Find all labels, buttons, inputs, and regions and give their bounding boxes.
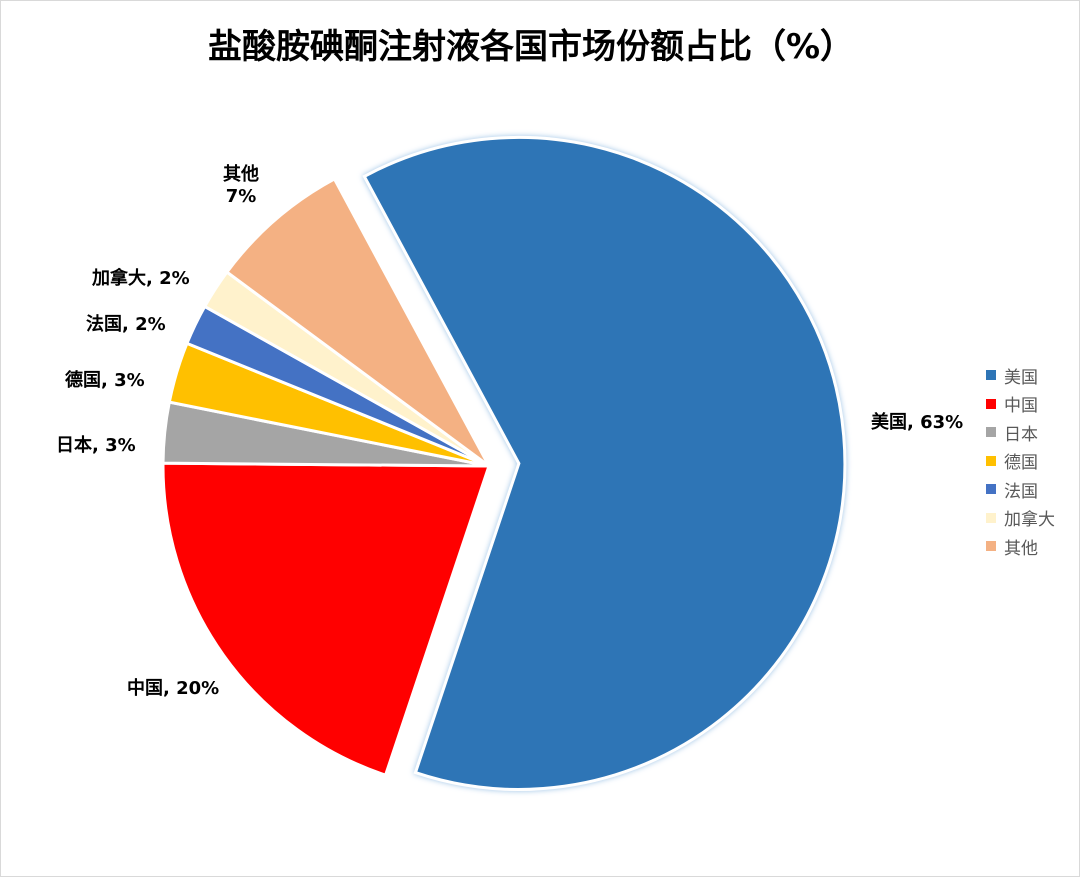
legend-item: 法国 xyxy=(986,475,1055,504)
legend-label: 加拿大 xyxy=(1004,510,1055,531)
data-label: 其他 7% xyxy=(223,164,259,207)
legend-item: 日本 xyxy=(986,418,1055,447)
data-label: 中国, 20% xyxy=(127,678,220,699)
legend-label: 中国 xyxy=(1004,396,1038,417)
legend-label: 法国 xyxy=(1004,481,1038,502)
pie-slice-0 xyxy=(362,135,847,791)
pie-slice-1 xyxy=(161,461,492,778)
legend-label: 德国 xyxy=(1004,453,1038,474)
data-label: 加拿大, 2% xyxy=(92,268,190,289)
legend-swatch xyxy=(986,541,996,552)
legend-label: 美国 xyxy=(1004,367,1038,388)
data-label: 法国, 2% xyxy=(86,314,166,335)
legend: 美国中国日本德国法国加拿大其他 xyxy=(986,361,1055,561)
legend-label: 日本 xyxy=(1004,424,1038,445)
data-label: 日本, 3% xyxy=(56,435,136,456)
data-label: 美国, 63% xyxy=(871,412,964,433)
legend-item: 中国 xyxy=(986,390,1055,419)
legend-item: 德国 xyxy=(986,447,1055,476)
legend-item: 加拿大 xyxy=(986,504,1055,533)
legend-label: 其他 xyxy=(1004,538,1038,559)
legend-swatch xyxy=(986,427,996,438)
data-label: 德国, 3% xyxy=(65,370,145,391)
chart-title: 盐酸胺碘酮注射液各国市场份额占比（%） xyxy=(207,27,855,67)
legend-swatch xyxy=(986,484,996,495)
pie-slice-6 xyxy=(224,176,491,468)
legend-item: 其他 xyxy=(986,532,1055,561)
legend-swatch xyxy=(986,455,996,466)
legend-swatch xyxy=(986,512,996,523)
legend-item: 美国 xyxy=(986,361,1055,390)
legend-swatch xyxy=(986,370,996,381)
legend-swatch xyxy=(986,398,996,409)
